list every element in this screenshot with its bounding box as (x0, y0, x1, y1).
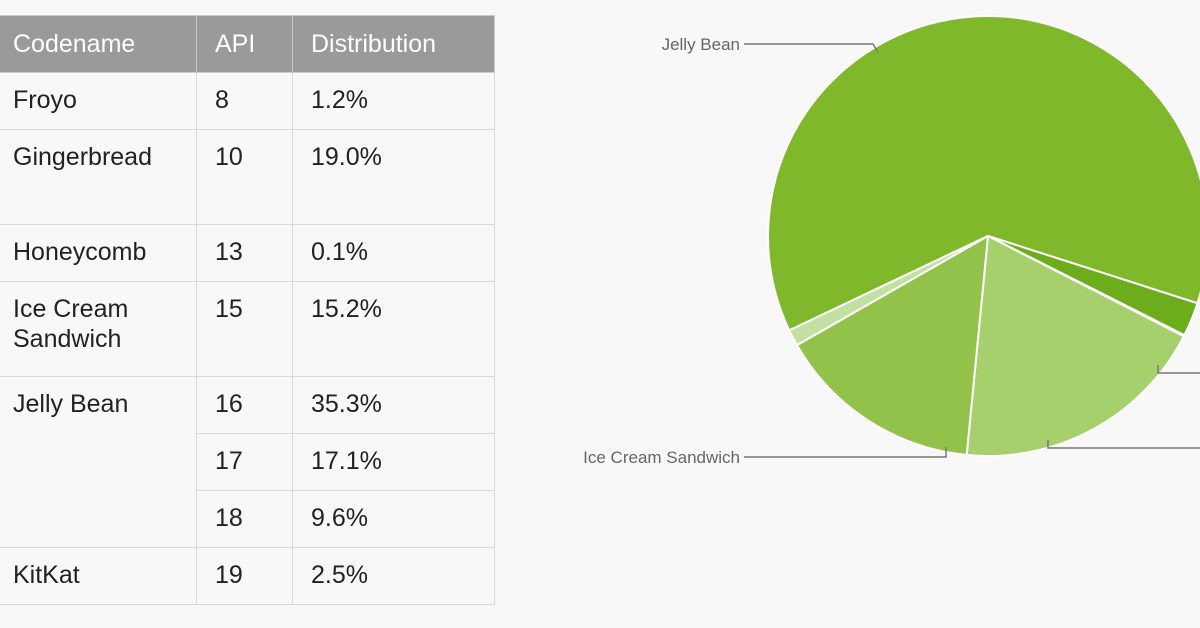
table-row: Froyo 8 1.2% (0, 72, 495, 130)
codename-cell: KitKat (0, 547, 197, 605)
codename-cell: Honeycomb (0, 224, 197, 282)
api-cell: 16 (196, 376, 293, 434)
pie-label-jelly-bean: Jelly Bean (662, 35, 740, 54)
codename-cell: Gingerbread (0, 129, 197, 225)
api-cell: 19 (196, 547, 293, 605)
pie-slice-froyo (788, 235, 989, 347)
pie-slices (767, 15, 1200, 457)
distribution-cell: 1.2% (292, 72, 495, 130)
header-codename: Codename (0, 15, 197, 73)
api-cell: 17 (196, 433, 293, 491)
table-header-row: Codename API Distribution (0, 15, 495, 73)
codename-cell: Froyo (0, 72, 197, 130)
distribution-cell: 19.0% (292, 129, 495, 225)
pie-slice-ice-cream-sandwich (795, 235, 989, 456)
table-row: Honeycomb 13 0.1% (0, 224, 495, 282)
leader-line-jelly-bean (744, 43, 879, 53)
table-row: 17 17.1% (0, 433, 495, 491)
table-row: KitKat 19 2.5% (0, 547, 495, 605)
pie-slice-gingerbread (965, 235, 1185, 457)
pie-slice-jelly-bean (767, 15, 1200, 332)
leader-line-ice-cream-sandwich (744, 447, 947, 458)
api-cell: 10 (196, 129, 293, 225)
distribution-table: Codename API Distribution Froyo 8 1.2% G… (0, 15, 495, 605)
pie-label-ice-cream-sandwich: Ice Cream Sandwich (583, 448, 740, 467)
table-row: Jelly Bean 16 35.3% (0, 376, 495, 548)
header-distribution: Distribution (292, 15, 495, 73)
codename-cell: Jelly Bean (0, 376, 197, 548)
api-cell: 13 (196, 224, 293, 282)
codename-cell: Ice Cream Sandwich (0, 281, 197, 377)
distribution-cell: 0.1% (292, 224, 495, 282)
table-row: Gingerbread 10 19.0% (0, 129, 495, 225)
api-cell: 8 (196, 72, 293, 130)
pie-leader-lines (744, 43, 1200, 458)
distribution-cell: 2.5% (292, 547, 495, 605)
distribution-cell: 35.3% (292, 376, 495, 434)
leader-line-kitkat (1157, 365, 1200, 374)
distribution-cell: 17.1% (292, 433, 495, 491)
api-cell: 18 (196, 490, 293, 548)
leader-line-gingerbread (1047, 440, 1200, 449)
